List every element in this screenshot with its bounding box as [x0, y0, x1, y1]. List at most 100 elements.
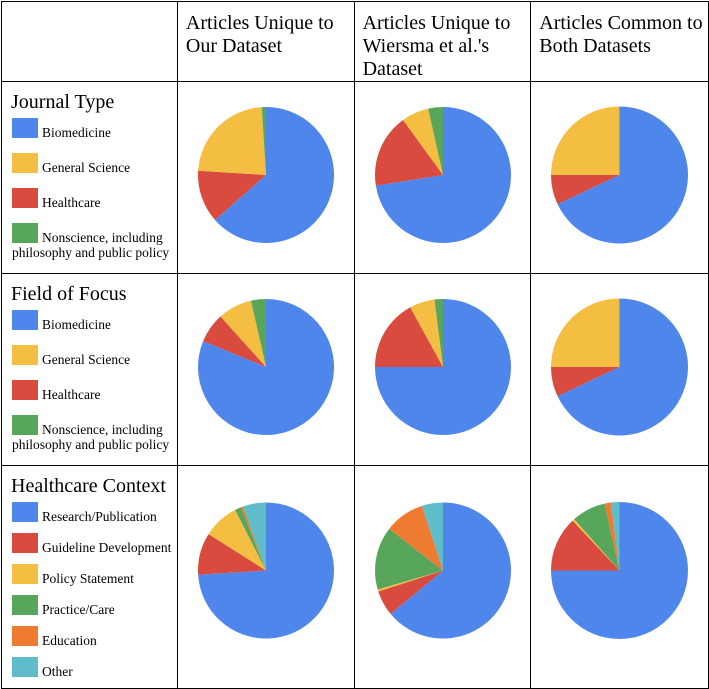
- legend-cell: Field of Focus Biomedicine General Scien…: [1, 273, 178, 466]
- pie-slice-guideline-development: [551, 520, 620, 571]
- legend-item: Healthcare: [12, 188, 177, 210]
- pie-chart-journal-our: [197, 107, 334, 243]
- pie-slice-other: [242, 502, 266, 571]
- legend-swatch: [12, 118, 38, 138]
- legend-cell: Healthcare Context Research/Publication …: [1, 465, 178, 689]
- legend-item: Nonscience, including philosophy and publ…: [12, 415, 177, 452]
- column-header-text: Articles Unique to Our Dataset: [185, 12, 334, 57]
- pie-slice-nonscience-including-philosophy-and-public-policy: [261, 107, 266, 175]
- pie-slice-general-science: [198, 107, 266, 175]
- pie-slice-practice-care: [574, 503, 620, 571]
- pie-cell: [353, 465, 532, 689]
- pie-cell: [176, 81, 355, 274]
- legend-item: Biomedicine: [12, 118, 177, 140]
- column-header-our: Articles Unique to Our Dataset: [176, 1, 355, 82]
- pie-chart-field-common: [551, 298, 689, 436]
- pie-cell: [530, 81, 709, 274]
- pie-slice-education: [240, 506, 266, 571]
- pie-slice-education: [388, 505, 443, 571]
- pie-chart-journal-wiersma: [374, 107, 511, 243]
- legend-label-line2: philosophy and public policy: [12, 245, 170, 260]
- legend-item: Other: [12, 657, 177, 679]
- column-header-wiersma: Articles Unique to Wiersma et al.'s Data…: [353, 1, 532, 82]
- header-row: Articles Unique to Our Dataset Articles …: [1, 1, 709, 82]
- pie-slice-healthcare: [203, 316, 266, 367]
- pie-slice-nonscience-including-philosophy-and-public-policy: [434, 299, 443, 367]
- pie-cell: [176, 465, 355, 689]
- legend-item: Research/Publication: [12, 502, 177, 524]
- row-journal-type: Journal Type Biomedicine General Science…: [1, 81, 709, 274]
- pie-slice-healthcare: [551, 175, 620, 205]
- pie-slice-other: [611, 502, 620, 571]
- legend-swatch: [12, 223, 38, 243]
- pie-slice-research-publication: [390, 502, 511, 639]
- column-header-common: Articles Common to Both Datasets: [530, 1, 709, 82]
- legend-item: General Science: [12, 345, 177, 367]
- legend-swatch: [12, 153, 38, 173]
- pie-slice-healthcare: [374, 119, 443, 186]
- pie-chart-context-our: [197, 502, 334, 639]
- legend: Research/Publication Guideline Developme…: [2, 502, 177, 679]
- row-title: Field of Focus: [11, 283, 127, 305]
- pie-slice-practice-care: [374, 528, 443, 590]
- legend-swatch: [12, 533, 38, 553]
- pie-slice-guideline-development: [197, 534, 266, 575]
- legend-swatch: [12, 188, 38, 208]
- pie-slice-healthcare: [551, 367, 620, 397]
- row-field-of-focus: Field of Focus Biomedicine General Scien…: [1, 273, 709, 466]
- legend-label: Research/Publication: [42, 509, 157, 524]
- legend-item: Healthcare: [12, 380, 177, 402]
- pie-slice-healthcare: [197, 170, 266, 220]
- pie-slice-research-publication: [198, 502, 334, 639]
- pie-slice-biomedicine: [557, 298, 689, 436]
- legend-label: Biomedicine: [42, 317, 111, 332]
- legend-item: Nonscience, including philosophy and publ…: [12, 223, 177, 260]
- legend-swatch: [12, 310, 38, 330]
- legend-label: Biomedicine: [42, 125, 111, 140]
- pie-slice-biomedicine: [375, 107, 511, 243]
- pie-slice-general-science: [551, 298, 620, 367]
- legend-item: Practice/Care: [12, 595, 177, 617]
- pie-chart-field-wiersma: [374, 299, 511, 435]
- legend-swatch: [12, 345, 38, 365]
- pie-slice-biomedicine: [557, 106, 689, 244]
- pie-chart-context-wiersma: [374, 502, 511, 639]
- legend-item: Education: [12, 626, 177, 648]
- pie-slice-other: [421, 502, 443, 571]
- row-title: Healthcare Context: [11, 475, 166, 497]
- pie-chart-context-common: [551, 502, 689, 639]
- pie-slice-policy-statement: [208, 509, 266, 571]
- legend-swatch: [12, 626, 38, 646]
- legend-swatch: [12, 595, 38, 615]
- legend-swatch: [12, 564, 38, 584]
- pie-slice-general-science: [551, 106, 620, 175]
- column-header-text: Articles Unique to Wiersma et al.'s Data…: [362, 12, 511, 80]
- pie-slice-biomedicine: [214, 107, 334, 243]
- legend-label: Nonscience, including: [42, 422, 163, 437]
- pie-cell: [353, 81, 532, 274]
- row-title: Journal Type: [11, 91, 115, 113]
- legend-label: Healthcare: [42, 387, 101, 402]
- pie-slice-nonscience-including-philosophy-and-public-policy: [427, 107, 443, 175]
- legend-label: Nonscience, including: [42, 230, 163, 245]
- pie-slice-policy-statement: [377, 570, 443, 592]
- pie-cell: [530, 465, 709, 689]
- legend-label: Education: [42, 633, 97, 648]
- legend-item: Biomedicine: [12, 310, 177, 332]
- legend-label: General Science: [42, 352, 131, 367]
- legend-item: Guideline Development: [12, 533, 177, 555]
- pie-slice-nonscience-including-philosophy-and-public-policy: [250, 299, 266, 367]
- pie-chart-field-our: [197, 299, 334, 435]
- legend-label: Other: [42, 664, 73, 679]
- legend-label: Healthcare: [42, 195, 101, 210]
- pie-cell: [353, 273, 532, 466]
- corner-cell: [1, 1, 178, 82]
- legend-label: General Science: [42, 160, 131, 175]
- legend-label: Policy Statement: [42, 571, 134, 586]
- legend-item: Policy Statement: [12, 564, 177, 586]
- pie-chart-journal-common: [551, 106, 689, 244]
- pie-cell: [530, 273, 709, 466]
- legend-swatch: [12, 502, 38, 522]
- legend-label: Practice/Care: [42, 602, 115, 617]
- pie-slice-policy-statement: [572, 519, 620, 571]
